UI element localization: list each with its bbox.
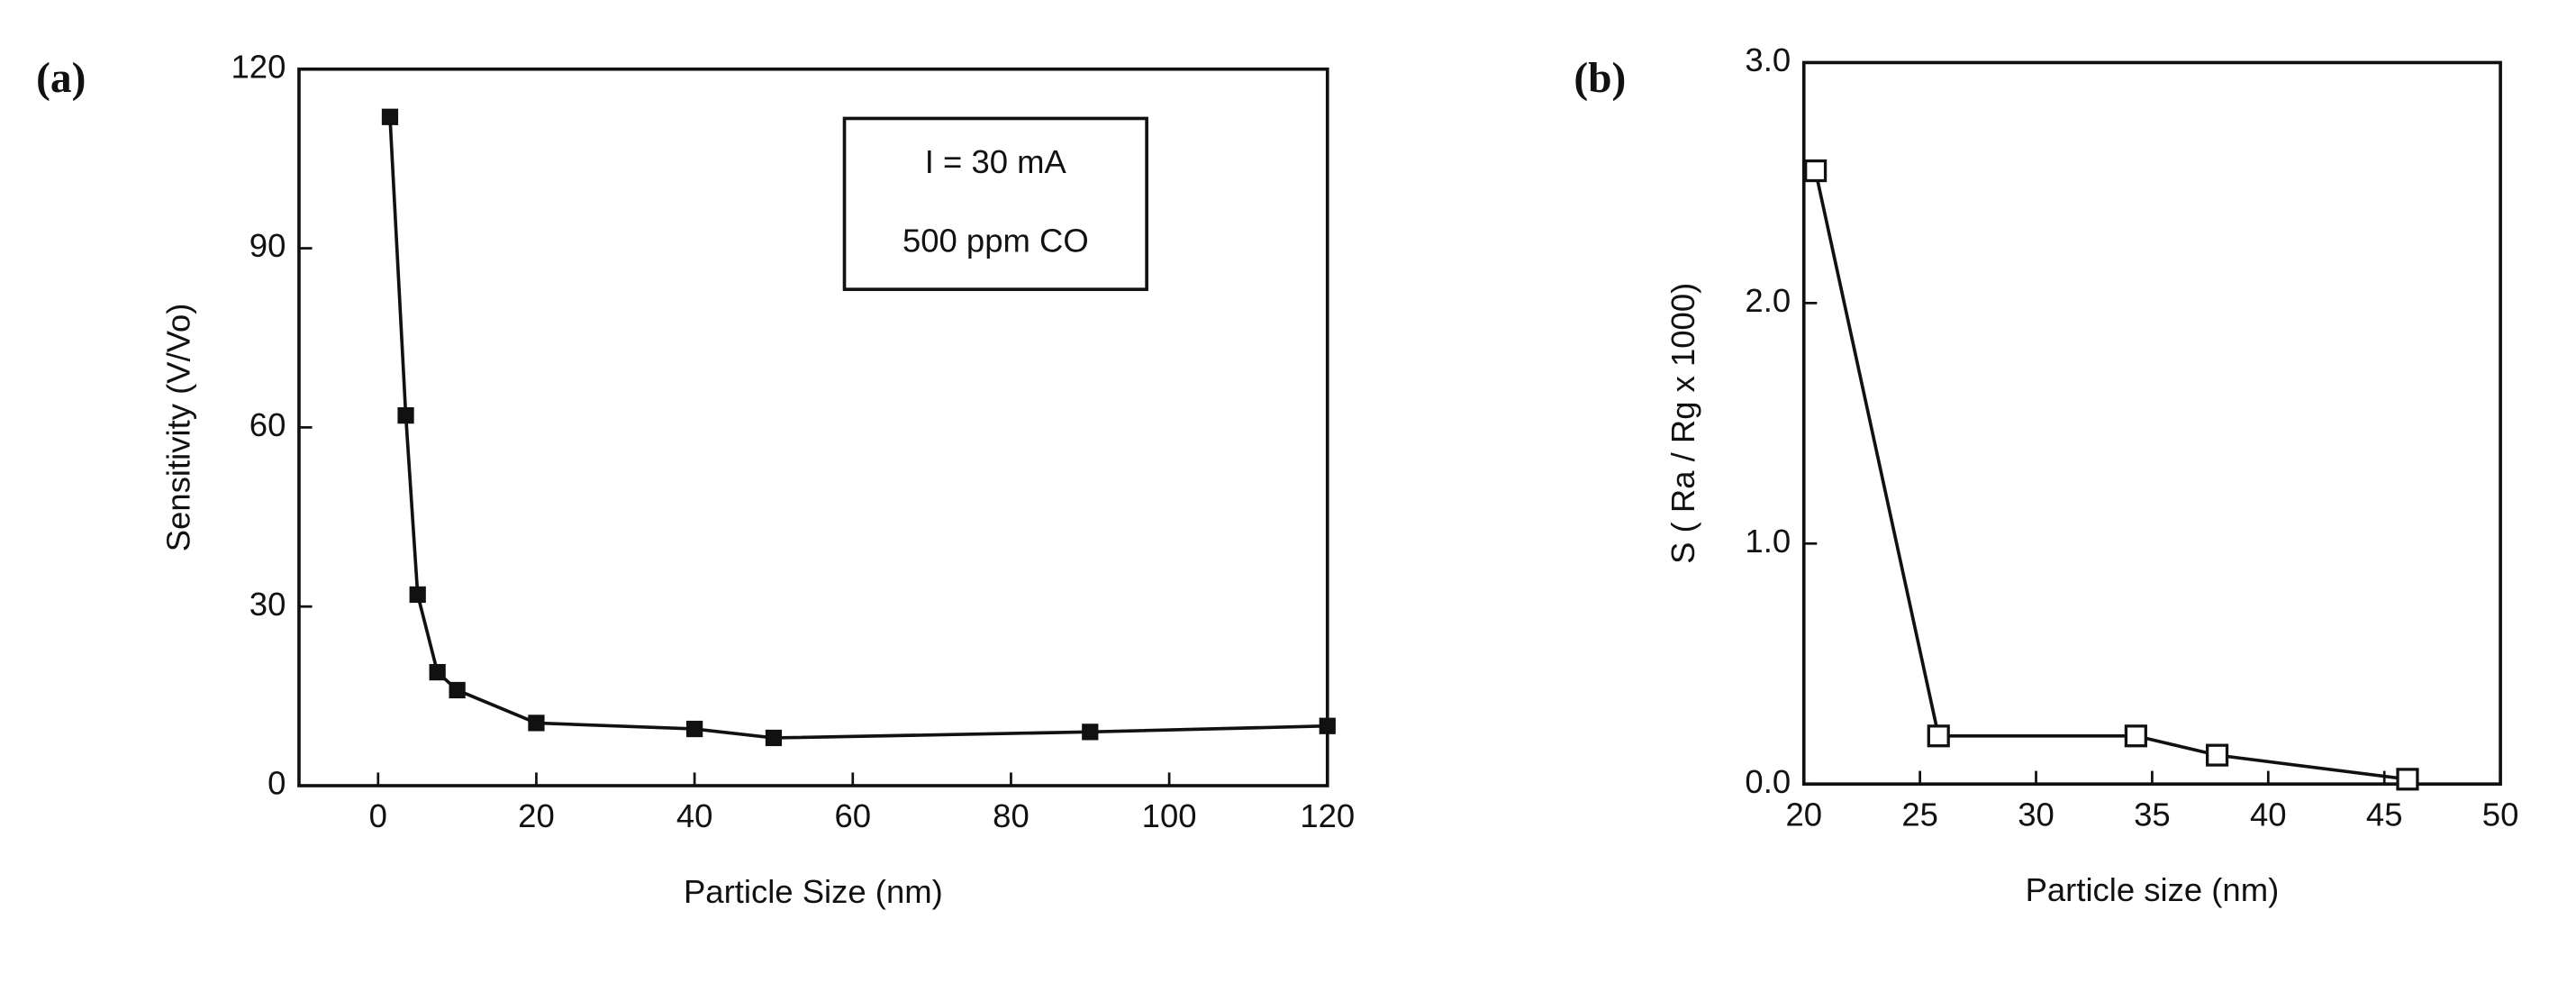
plot-frame — [1801, 60, 2502, 786]
data-line — [388, 116, 1328, 740]
annotation: I = 30 mA — [925, 143, 1067, 180]
x-tick-label: 30 — [2018, 796, 2054, 833]
plot-frame — [297, 67, 1329, 787]
y-tick-label: 90 — [249, 227, 286, 264]
x-axis-label: Particle Size (nm) — [684, 873, 943, 910]
y-axis-label: S ( Ra / Rg x 1000) — [1664, 283, 1701, 564]
data-point — [1082, 724, 1099, 741]
annotation-box — [842, 116, 1148, 291]
y-tick-label: 30 — [249, 586, 286, 623]
x-tick-label: 120 — [1300, 797, 1355, 834]
x-tick-label: 80 — [993, 797, 1029, 834]
x-tick-label: 20 — [518, 797, 555, 834]
x-tick-label: 20 — [1785, 796, 1822, 833]
data-point — [397, 406, 414, 424]
panel-label: (a) — [36, 55, 86, 102]
data-point — [1319, 717, 1336, 734]
x-tick-label: 60 — [834, 797, 871, 834]
data-point — [765, 729, 783, 747]
x-tick-label: 100 — [1142, 797, 1197, 834]
y-tick-label: 1.0 — [1745, 523, 1791, 560]
x-tick-label: 35 — [2134, 796, 2171, 833]
data-point — [2124, 724, 2147, 748]
data-point — [381, 108, 399, 125]
data-point — [1804, 159, 1828, 183]
data-point — [449, 681, 466, 699]
x-tick-label: 25 — [1901, 796, 1938, 833]
x-tick-label: 40 — [676, 797, 713, 834]
data-point — [409, 586, 426, 604]
y-tick-label: 0.0 — [1745, 763, 1791, 800]
data-line — [1813, 170, 2408, 781]
x-axis-label: Particle size (nm) — [2026, 871, 2280, 908]
x-tick-label: 50 — [2482, 796, 2519, 833]
y-axis-label: Sensitivity (V/Vo) — [159, 304, 196, 552]
y-tick-label: 3.0 — [1745, 41, 1791, 78]
data-point — [429, 663, 446, 681]
y-tick-label: 120 — [231, 48, 286, 85]
annotation: 500 ppm CO — [903, 223, 1089, 259]
y-tick-label: 60 — [249, 406, 286, 443]
panel-label: (b) — [1574, 55, 1626, 102]
data-point — [2396, 768, 2419, 791]
data-point — [686, 720, 703, 738]
x-tick-label: 0 — [369, 797, 387, 834]
x-tick-label: 40 — [2250, 796, 2287, 833]
data-point — [2206, 743, 2229, 767]
y-tick-label: 2.0 — [1745, 282, 1791, 319]
x-tick-label: 45 — [2366, 796, 2403, 833]
data-point — [528, 714, 545, 732]
y-tick-label: 0 — [268, 765, 286, 802]
data-point — [1927, 724, 1950, 748]
